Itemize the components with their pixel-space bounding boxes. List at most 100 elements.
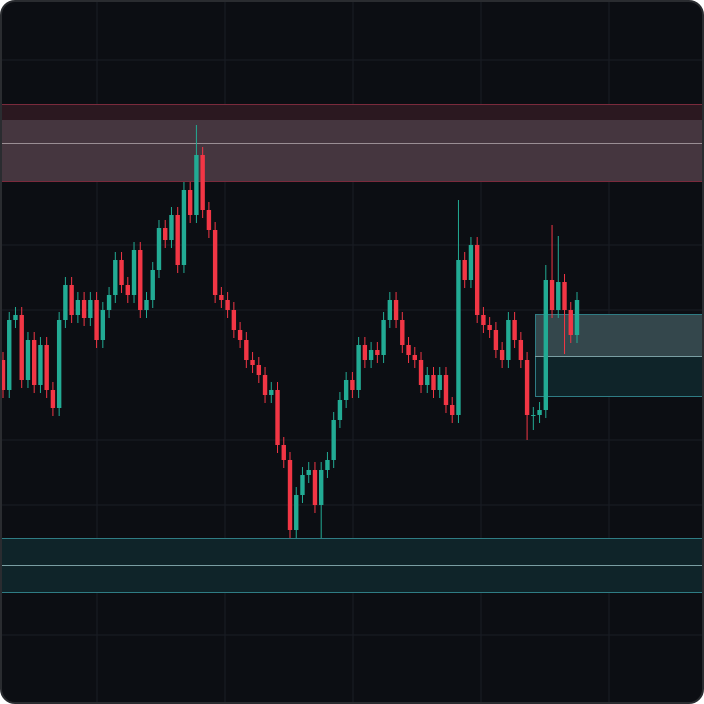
candle-body [318, 470, 324, 505]
candle-body [81, 300, 87, 318]
candle-body [56, 320, 62, 408]
candle-body [294, 495, 299, 530]
candle-body [200, 155, 205, 210]
candle-body [518, 340, 524, 360]
order-block [535, 314, 703, 397]
candle-body [450, 405, 455, 415]
candle-body [562, 282, 567, 310]
candle-body [400, 320, 405, 345]
candle-body [13, 315, 18, 320]
candle-body [113, 260, 118, 295]
candle-body [331, 420, 336, 460]
candle-body [499, 350, 505, 360]
candle-body [194, 155, 199, 215]
candle-body [150, 270, 155, 300]
candle-body [287, 460, 293, 530]
candle-body [437, 375, 442, 390]
candle-body [356, 345, 361, 390]
zone-band [535, 356, 703, 397]
candle-body [443, 375, 449, 405]
candle-body [568, 310, 573, 335]
candle-body [281, 445, 286, 460]
candle-body [50, 390, 56, 408]
candle-body [163, 228, 168, 240]
candle-body [187, 190, 193, 215]
candle-body [549, 280, 555, 310]
candle-body [531, 415, 536, 416]
candle-body [506, 320, 511, 360]
candle-body [175, 215, 180, 265]
candle-body [537, 410, 542, 415]
candle-body [144, 300, 149, 310]
candle-body [219, 295, 224, 300]
candle-body [106, 295, 112, 310]
candle-body [574, 300, 580, 335]
candle-body [468, 245, 474, 280]
candle-body [474, 245, 480, 315]
candle-body [156, 228, 162, 270]
candle-body [375, 350, 380, 355]
candle-body [393, 300, 399, 320]
candle-body [350, 380, 355, 390]
candle-body [44, 345, 49, 390]
candle-body [256, 365, 262, 375]
zone-edge [535, 314, 703, 397]
candle-body [63, 285, 68, 320]
candle-body [181, 190, 187, 265]
supply-zone [1, 104, 703, 182]
candle-body [462, 260, 467, 280]
candle-body [306, 470, 311, 475]
candle-body [362, 345, 368, 360]
candle-body [300, 475, 305, 495]
candle-body [237, 330, 243, 340]
candle-body [244, 340, 249, 360]
candle-body [406, 345, 411, 355]
candle-body [225, 300, 230, 310]
candle-body [493, 330, 499, 350]
candle-body [138, 250, 143, 310]
candle-body [512, 320, 517, 340]
candle-body [368, 350, 374, 360]
candle-body [387, 300, 393, 320]
candle-body [88, 300, 93, 318]
candle-body [456, 260, 461, 415]
candle-body [524, 360, 530, 415]
candle-body [75, 300, 81, 315]
candle-body [337, 400, 343, 420]
candle-body [343, 380, 349, 400]
candle-body [31, 340, 37, 385]
candle-body [69, 285, 74, 315]
candle-body [418, 360, 424, 385]
candle-body [19, 315, 24, 380]
candles [1, 125, 580, 538]
zone-band [535, 314, 703, 356]
candle-body [212, 230, 218, 295]
candle-body [250, 360, 255, 365]
candle-body [131, 250, 137, 295]
candle-body [206, 210, 212, 230]
candle-body [487, 325, 492, 330]
candle-body [1, 360, 6, 390]
candle-body [25, 340, 31, 380]
candle-body [412, 355, 417, 360]
candle-body [125, 285, 130, 295]
candle-body [38, 345, 43, 385]
zone-band [1, 120, 703, 181]
candle-body [119, 260, 124, 285]
candle-body [100, 310, 106, 340]
candle-body [269, 390, 274, 395]
candle-body [7, 320, 12, 390]
candle-body [556, 282, 561, 310]
candle-body [325, 460, 330, 470]
candle-body [381, 320, 386, 355]
candle-body [275, 390, 280, 445]
candle-body [231, 310, 237, 330]
candle-body [94, 300, 99, 340]
zone-band [1, 104, 703, 120]
candle-body [431, 375, 436, 390]
demand-zone [1, 538, 703, 593]
candle-body [543, 280, 549, 410]
